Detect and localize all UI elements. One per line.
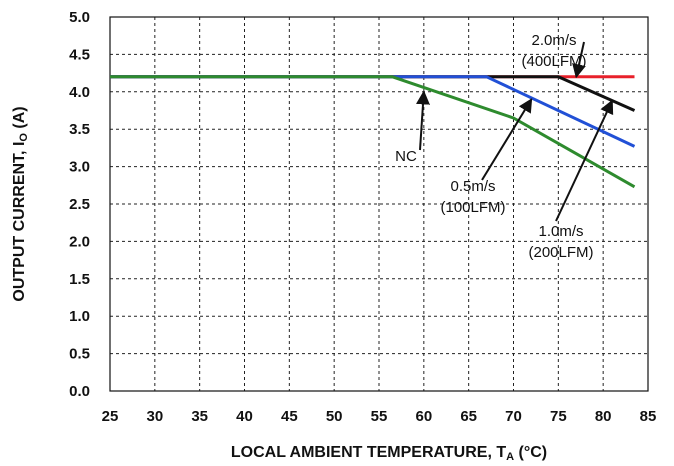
annotation-label-line: 2.0m/s — [531, 32, 576, 49]
x-tick-label: 25 — [102, 408, 119, 425]
annotation-label-line: (100LFM) — [440, 199, 505, 216]
x-axis-title-main: LOCAL AMBIENT TEMPERATURE, T — [231, 444, 506, 461]
x-tick-label: 85 — [640, 408, 657, 425]
x-tick-label: 70 — [505, 408, 522, 425]
y-axis-title-unit: (A) — [11, 106, 28, 133]
x-tick-label: 65 — [460, 408, 477, 425]
annotation-label-line: NC — [395, 148, 417, 165]
series-line-2 — [110, 77, 635, 111]
series-line-3 — [110, 77, 635, 147]
series-layer — [110, 77, 635, 187]
y-axis-title: OUTPUT CURRENT, IO (A) — [11, 106, 30, 301]
x-axis-title-unit: (°C) — [514, 444, 547, 461]
y-tick-labels: 0.0 0.5 1.0 1.5 2.0 2.5 3.0 3.5 4.0 4.5 5.0 — [69, 9, 90, 400]
annotation-layer: 2.0m/s (400LFM) NC 0.5m/s (100LFM) 1.0m/s (200… — [395, 32, 612, 261]
x-tick-label: 30 — [146, 408, 163, 425]
annotation-label-line: 1.0m/s — [538, 223, 583, 240]
annotation-label-line: (200LFM) — [528, 244, 593, 261]
y-tick-label: 0.5 — [69, 346, 90, 363]
y-axis-title-main: OUTPUT CURRENT, I — [11, 142, 28, 302]
x-tick-label: 35 — [191, 408, 208, 425]
series-line-4 — [110, 77, 635, 187]
y-tick-label: 3.5 — [69, 121, 90, 138]
y-tick-label: 2.0 — [69, 233, 90, 250]
y-tick-label: 2.5 — [69, 196, 90, 213]
x-tick-label: 40 — [236, 408, 253, 425]
x-tick-label: 55 — [371, 408, 388, 425]
annotation-label-line: (400LFM) — [521, 53, 586, 70]
annotation-label: NC — [395, 148, 417, 165]
x-tick-label: 45 — [281, 408, 298, 425]
x-axis-title-sub: A — [506, 451, 514, 463]
x-tick-label: 50 — [326, 408, 343, 425]
annotation-label-line: 0.5m/s — [450, 178, 495, 195]
grid — [110, 17, 648, 391]
x-tick-label: 75 — [550, 408, 567, 425]
annotation-label: 0.5m/s (100LFM) — [440, 178, 505, 216]
y-tick-label: 3.0 — [69, 159, 90, 176]
annotation-label: 2.0m/s (400LFM) — [521, 32, 586, 70]
x-tick-label: 80 — [595, 408, 612, 425]
annotation-arrow — [556, 101, 612, 221]
y-tick-label: 4.0 — [69, 84, 90, 101]
annotation-label: 1.0m/s (200LFM) — [528, 223, 593, 261]
y-tick-label: 0.0 — [69, 383, 90, 400]
x-tick-label: 60 — [415, 408, 432, 425]
y-tick-label: 4.5 — [69, 46, 90, 63]
y-tick-label: 1.5 — [69, 271, 90, 288]
y-tick-label: 5.0 — [69, 9, 90, 26]
y-tick-label: 1.0 — [69, 308, 90, 325]
x-axis-title: LOCAL AMBIENT TEMPERATURE, TA (°C) — [231, 444, 547, 463]
annotation-arrow — [420, 92, 424, 150]
x-tick-labels: 25 30 35 40 45 50 55 60 65 70 75 80 85 — [102, 408, 657, 425]
